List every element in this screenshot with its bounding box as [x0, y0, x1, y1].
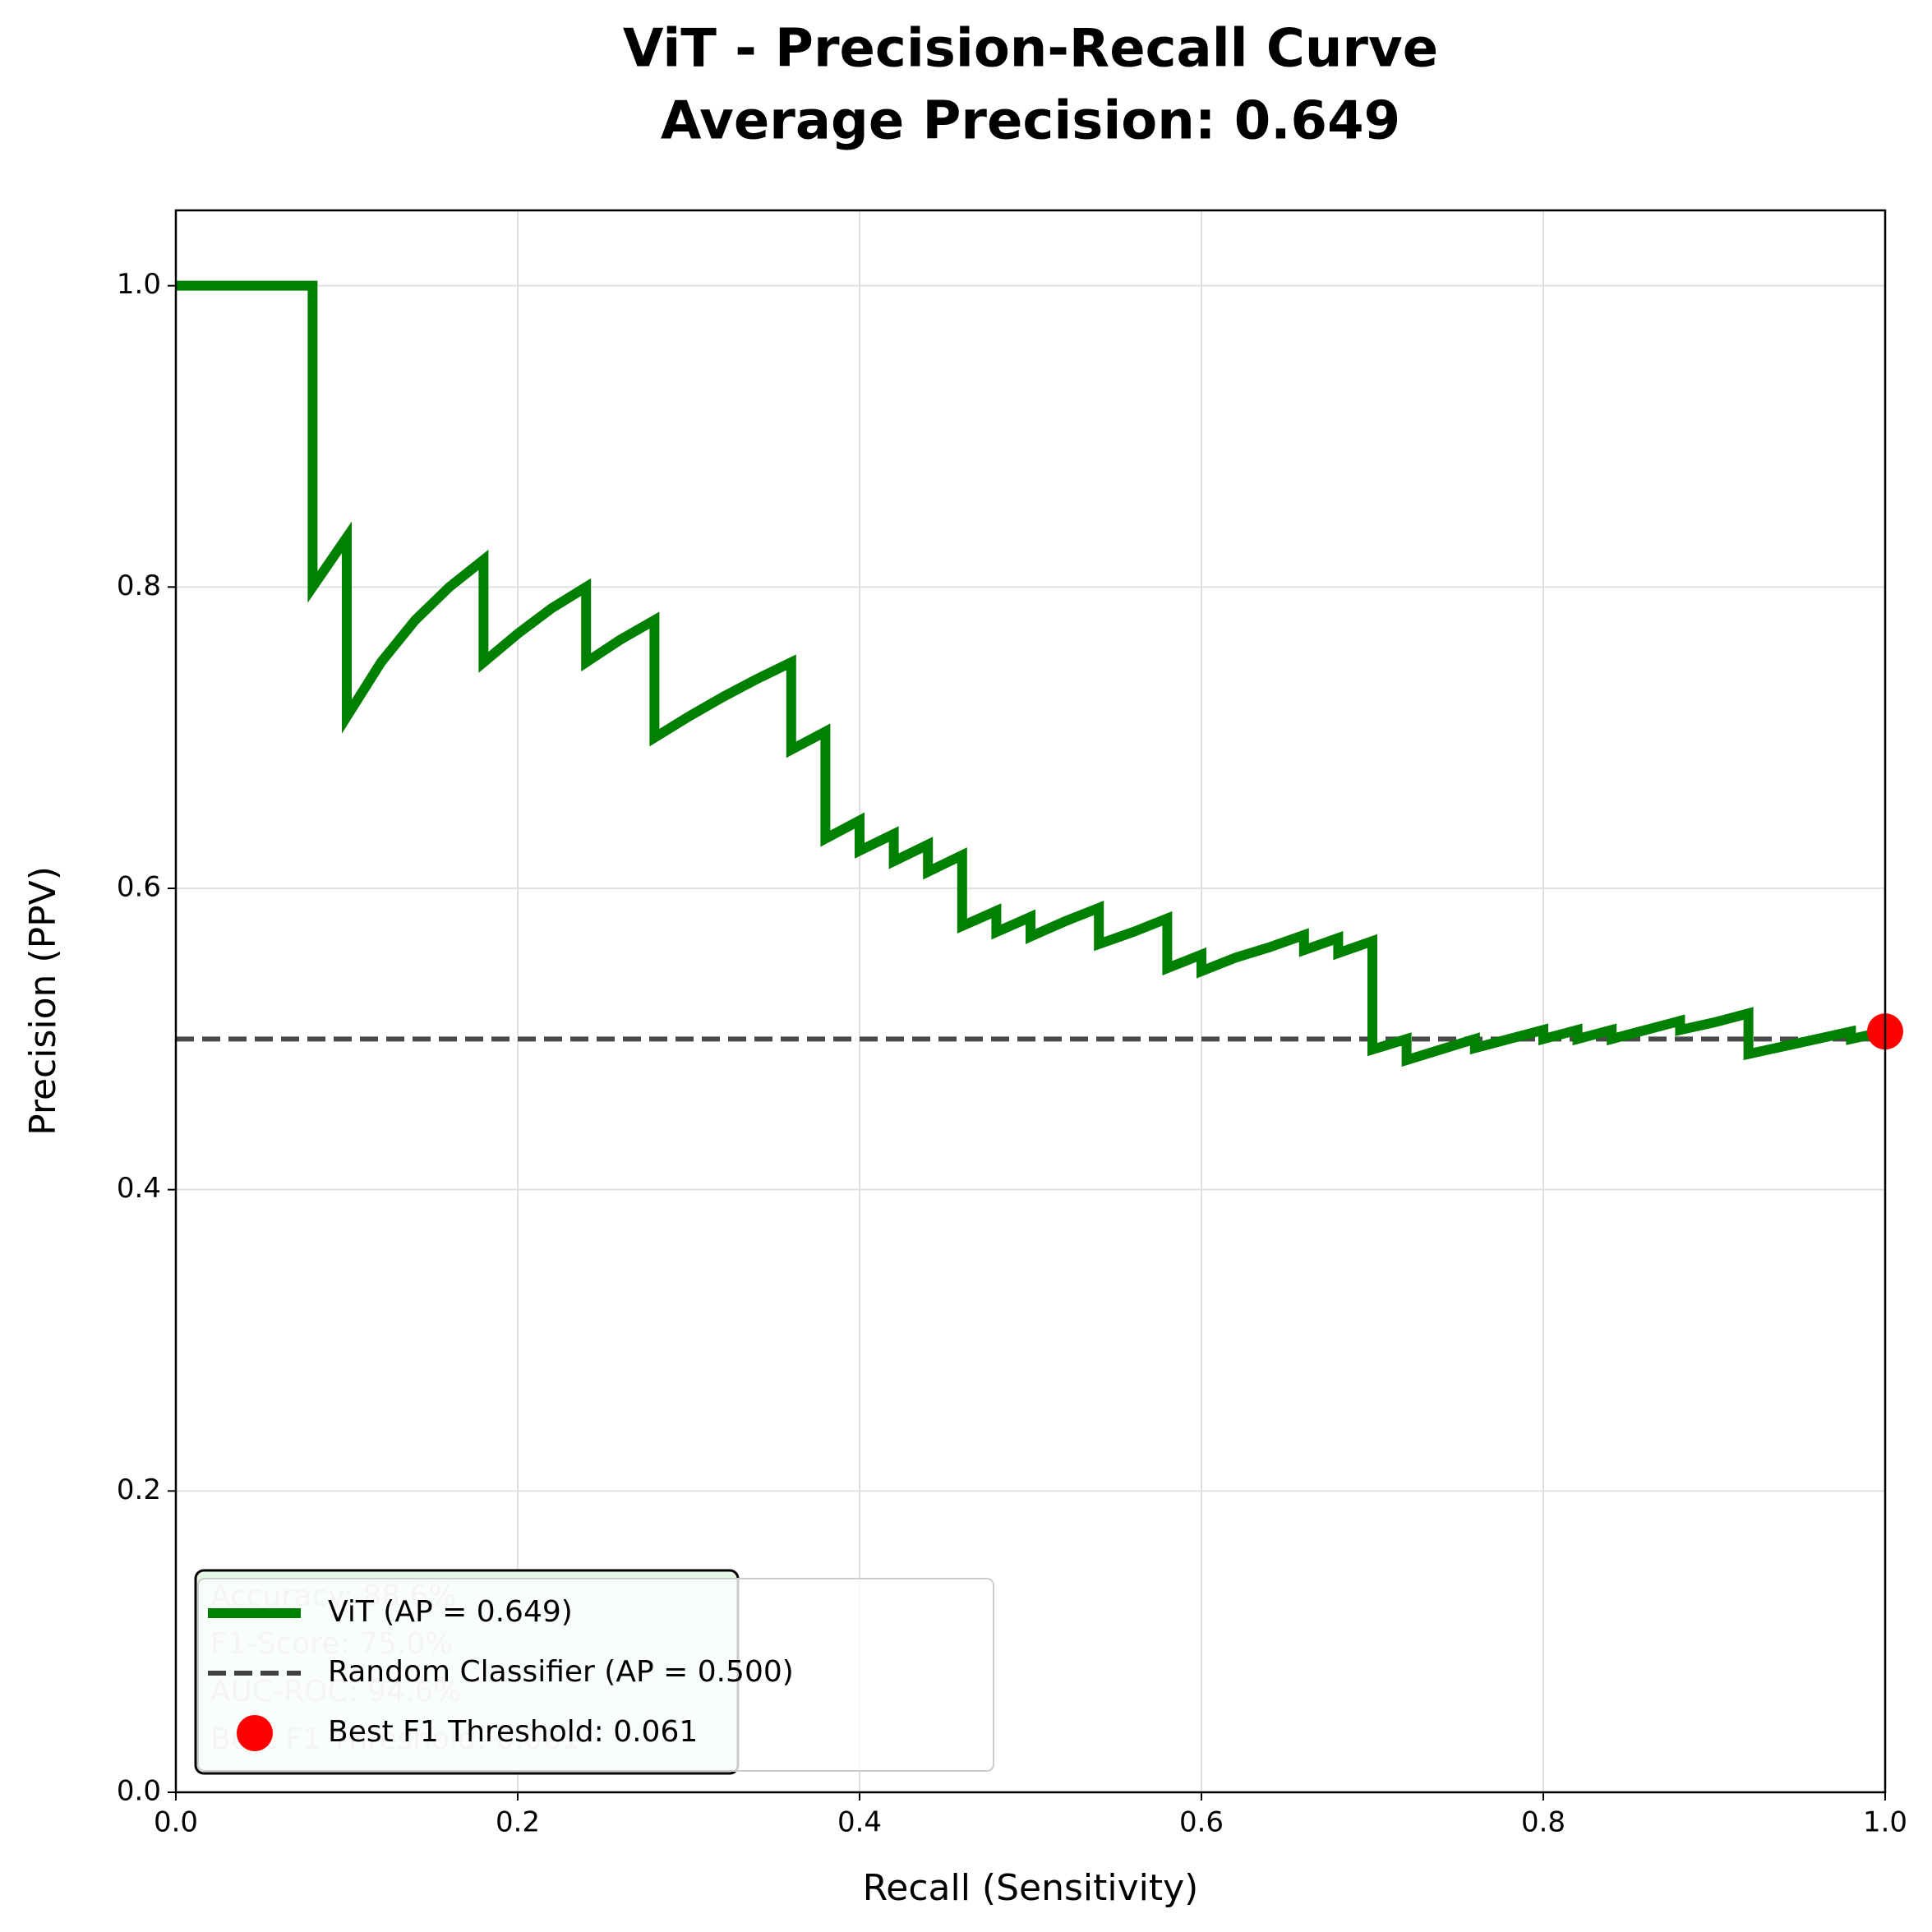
y-tick-label: 0.6 [117, 871, 161, 904]
y-tick-label: 0.8 [117, 569, 161, 602]
x-tick-label: 0.4 [837, 1806, 882, 1839]
legend-label: Best F1 Threshold: 0.061 [328, 1715, 698, 1749]
plot-frame [174, 209, 1887, 1794]
legend-label: Random Classifier (AP = 0.500) [328, 1655, 794, 1689]
y-tick-label: 0.0 [117, 1775, 161, 1808]
chart-title: ViT - Precision-Recall Curve [623, 19, 1438, 80]
y-tick-label: 1.0 [117, 268, 161, 301]
y-tick-label: 0.4 [117, 1172, 161, 1205]
x-axis-label: Recall (Sensitivity) [863, 1867, 1199, 1909]
legend-marker [237, 1715, 273, 1751]
legend-box [197, 1578, 994, 1772]
x-tick-label: 0.8 [1521, 1806, 1565, 1839]
chart-subtitle: Average Precision: 0.649 [661, 91, 1400, 152]
x-tick-label: 0.0 [154, 1806, 198, 1839]
x-tick-label: 1.0 [1863, 1806, 1907, 1839]
x-tick-label: 0.2 [496, 1806, 540, 1839]
y-axis-label: Precision (PPV) [22, 866, 64, 1136]
pr-curve [176, 280, 1885, 1067]
x-tick-label: 0.6 [1179, 1806, 1224, 1839]
y-tick-label: 0.2 [117, 1473, 161, 1506]
legend-label: ViT (AP = 0.649) [328, 1595, 573, 1629]
